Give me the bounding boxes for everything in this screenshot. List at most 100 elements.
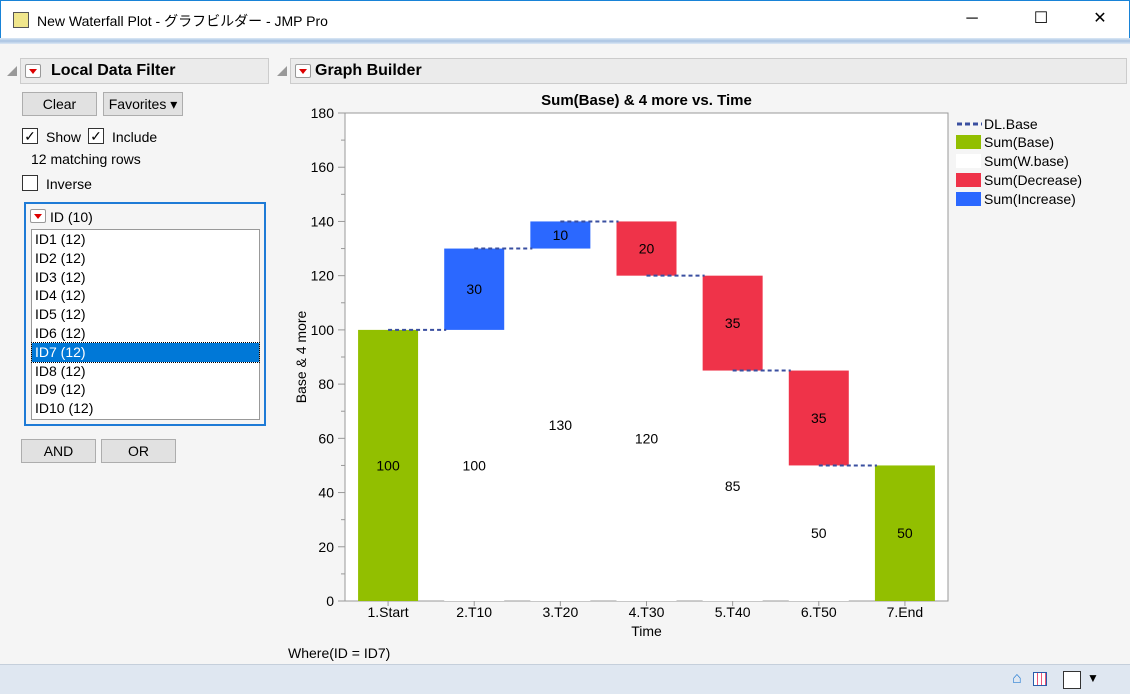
id-list-item[interactable]: ID1 (12) [35,231,86,247]
id-list[interactable]: ID1 (12) ID2 (12) ID3 (12) ID4 (12) ID5 (12)… [31,229,260,420]
id-list-item[interactable]: ID5 (12) [35,306,86,323]
bar-label: 120 [635,430,659,446]
legend-swatch [956,173,981,187]
x-tick-label: 5.T40 [715,604,751,620]
bar-label: 100 [463,457,487,473]
close-button[interactable]: ✕ [1093,10,1107,27]
disclosure-icon[interactable] [277,66,287,76]
window-title: New Waterfall Plot - グラフビルダー - JMP Pro [37,13,328,29]
id-list-item[interactable]: ID3 (12) [35,268,86,285]
grid-icon[interactable] [1033,672,1047,686]
maximize-button[interactable]: ☐ [1033,10,1049,27]
bar-sum-w-base- [444,329,505,601]
legend-swatch [956,192,981,206]
legend-label: DL.Base [984,116,1038,132]
x-axis-label: Time [631,623,662,639]
y-tick-label: 140 [311,213,335,229]
bar-sum-base- [874,465,935,601]
dropdown-arrow-icon[interactable]: ▼ [1087,671,1099,685]
bar-sum-increase- [444,248,505,330]
x-tick-label: 7.End [887,604,924,620]
id-filter-box: ID (10) ID1 (12) ID2 (12) ID3 (12) ID4 (12)… [24,202,266,426]
red-triangle-menu-icon[interactable] [295,64,311,78]
include-checkbox[interactable]: ✓ [88,128,104,144]
y-axis-label: Base & 4 more [293,310,309,403]
graph-builder-header[interactable]: Graph Builder [277,58,1127,84]
y-tick-label: 180 [311,105,335,121]
bar-label: 50 [897,525,913,541]
y-tick-label: 60 [318,430,334,446]
bar-sum-decrease- [702,275,763,371]
x-tick-label: 3.T20 [542,604,578,620]
bar-sum-decrease- [616,221,677,276]
bar-sum-w-base- [530,248,591,602]
show-label: Show [46,129,82,145]
bar-label: 85 [725,478,741,494]
bar-sum-increase- [530,221,591,249]
disclosure-icon[interactable] [7,66,17,76]
clear-button[interactable]: Clear [22,92,97,116]
y-tick-label: 20 [318,539,334,555]
legend-label: Sum(W.base) [984,153,1069,169]
app-icon [13,12,29,28]
id-column-label: ID (10) [50,209,93,225]
bar-label: 100 [376,457,400,473]
red-triangle-menu-icon[interactable] [25,64,41,78]
id-list-item[interactable]: ID6 (12) [35,324,86,341]
legend-swatch [956,135,981,149]
legend-label: Sum(Decrease) [984,172,1082,188]
local-data-filter-header[interactable]: Local Data Filter [7,58,269,84]
bar-sum-w-base- [788,465,849,601]
id-list-item[interactable]: ID8 (12) [35,362,86,379]
y-tick-label: 80 [318,376,334,392]
legend-label: Sum(Increase) [984,191,1076,207]
x-tick-label: 4.T30 [629,604,665,620]
chart-title: Sum(Base) & 4 more vs. Time [541,92,752,109]
bar-label: 20 [639,241,655,257]
x-tick-label: 6.T50 [801,604,837,620]
y-tick-label: 0 [326,593,334,609]
graph-title: Graph Builder [315,62,422,79]
show-checkbox[interactable]: ✓ [22,128,38,144]
waterfall-chart: Sum(Base) & 4 more vs. Time 0 20 40 60 80 100 1… [293,92,1082,639]
id-list-item[interactable]: ID9 (12) [35,381,86,398]
y-tick-label: 100 [311,322,335,338]
bar-label: 50 [811,525,827,541]
bar-label: 130 [549,417,573,433]
status-bar: ⌂ ▼ [0,664,1130,694]
inverse-label: Inverse [46,176,92,192]
y-tick-label: 40 [318,485,334,501]
id-list-item[interactable]: ID10 (12) [35,400,94,417]
red-triangle-menu-icon[interactable] [30,209,46,223]
bar-sum-w-base- [616,275,677,601]
x-tick-label: 2.T10 [456,604,492,620]
include-label: Include [112,129,158,145]
filter-title: Local Data Filter [51,62,176,79]
favorites-dropdown[interactable]: Favorites ▾ [103,92,183,116]
id-list-item[interactable]: ID7 (12) [31,341,260,363]
bar-sum-decrease- [788,370,849,466]
and-button[interactable]: AND [21,439,96,463]
bar-label: 35 [811,410,827,426]
legend-swatch [956,154,981,168]
bar-label: 30 [466,281,482,297]
x-tick-label: 1.Start [367,604,408,620]
matching-rows: 12 matching rows [31,151,141,167]
selection-box[interactable] [1063,671,1081,689]
bar-label: 35 [725,315,741,331]
minimize-button[interactable]: ─ [966,10,978,27]
title-stripe [0,38,1130,44]
home-icon[interactable]: ⌂ [1012,670,1022,687]
or-button[interactable]: OR [101,439,176,463]
id-list-item[interactable]: ID4 (12) [35,287,86,304]
id-list-item[interactable]: ID2 (12) [35,249,86,266]
y-tick-label: 120 [311,268,335,284]
y-tick-label: 160 [311,159,335,175]
title-bar: New Waterfall Plot - グラフビルダー - JMP Pro ─… [0,0,1130,38]
inverse-checkbox[interactable] [22,175,38,191]
bar-sum-base- [358,329,419,601]
where-clause: Where(ID = ID7) [288,645,391,661]
bar-label: 10 [553,227,569,243]
legend-label: Sum(Base) [984,134,1054,150]
bar-sum-w-base- [702,370,763,601]
